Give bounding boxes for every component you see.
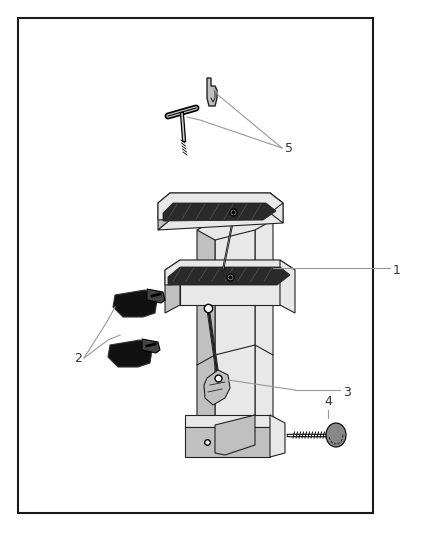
Polygon shape: [142, 339, 160, 353]
Polygon shape: [147, 289, 165, 303]
Text: 5: 5: [285, 141, 293, 155]
Polygon shape: [270, 193, 283, 223]
Polygon shape: [280, 260, 295, 313]
Polygon shape: [108, 340, 152, 367]
Polygon shape: [185, 415, 270, 427]
Text: 4: 4: [324, 395, 332, 408]
Polygon shape: [197, 210, 273, 240]
Polygon shape: [180, 260, 280, 305]
Bar: [18, 18, 373, 513]
Polygon shape: [204, 370, 230, 405]
Text: 3: 3: [343, 386, 351, 400]
Text: 1: 1: [393, 264, 401, 278]
Polygon shape: [158, 193, 170, 230]
Text: 2: 2: [74, 351, 82, 365]
Polygon shape: [165, 260, 180, 313]
Polygon shape: [207, 78, 217, 106]
Polygon shape: [270, 415, 285, 457]
Polygon shape: [185, 427, 270, 457]
Polygon shape: [255, 210, 273, 425]
Polygon shape: [165, 260, 295, 285]
Polygon shape: [215, 210, 255, 425]
Polygon shape: [215, 415, 255, 455]
Polygon shape: [197, 220, 215, 435]
Polygon shape: [158, 193, 283, 230]
Polygon shape: [163, 203, 276, 221]
Polygon shape: [158, 193, 283, 220]
Polygon shape: [113, 290, 157, 317]
Polygon shape: [168, 267, 290, 285]
Ellipse shape: [326, 423, 346, 447]
